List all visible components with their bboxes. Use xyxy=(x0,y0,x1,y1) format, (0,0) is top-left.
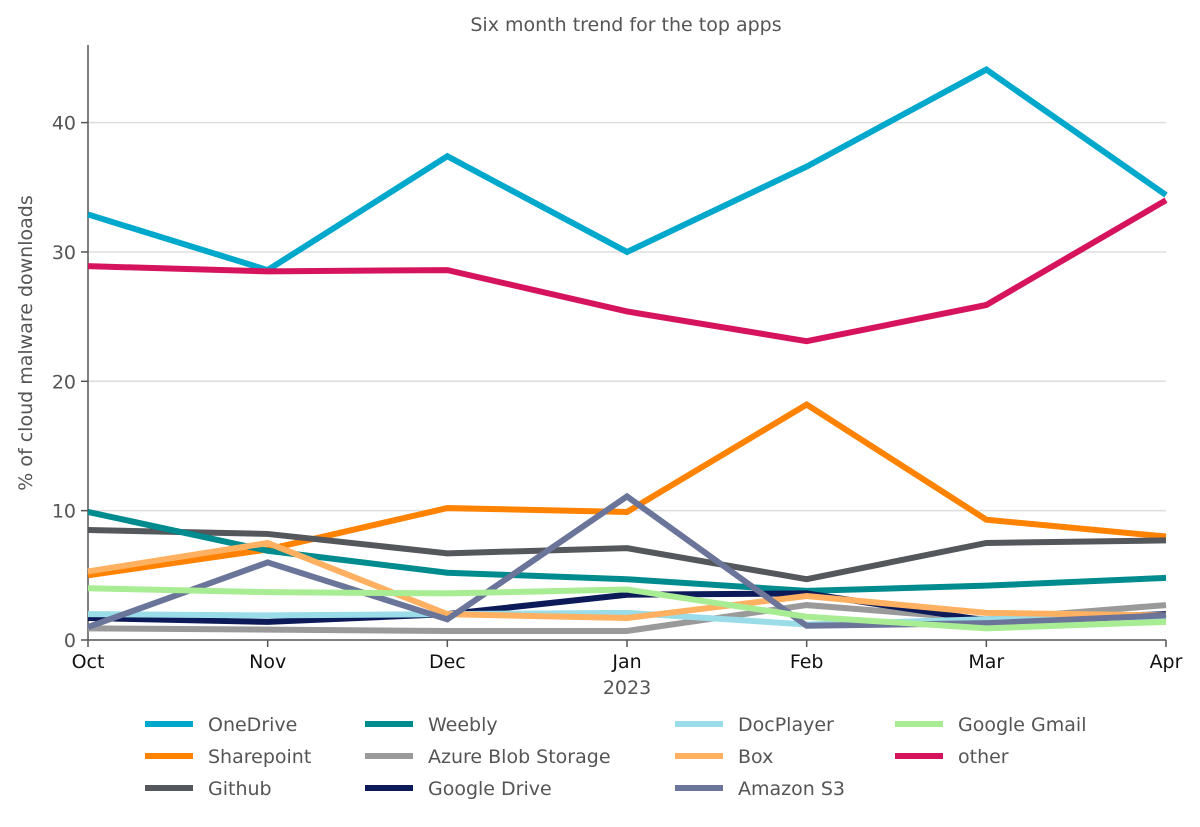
legend-label: DocPlayer xyxy=(738,714,834,736)
legend: OneDrive Sharepoint Github Weebly Azure Blob… xyxy=(145,714,1086,800)
x-tick-label: Jan xyxy=(611,651,641,673)
gridlines xyxy=(88,121,1166,512)
legend-label: Box xyxy=(738,746,773,768)
x-tick-label: Feb xyxy=(790,651,824,673)
x-tick-label: Mar xyxy=(968,651,1004,673)
legend-label: Google Drive xyxy=(428,778,552,800)
y-axis-label: % of cloud malware downloads xyxy=(15,195,37,490)
y-tick-label: 10 xyxy=(52,501,76,523)
legend-label: Amazon S3 xyxy=(738,778,845,800)
legend-item: Azure Blob Storage xyxy=(365,746,611,768)
legend-item: Google Gmail xyxy=(895,714,1086,736)
chart-title: Six month trend for the top apps xyxy=(470,14,781,36)
legend-item: OneDrive xyxy=(145,714,297,736)
legend-item: Sharepoint xyxy=(145,746,311,768)
x-tick-label: Apr xyxy=(1150,651,1183,673)
legend-item: Amazon S3 xyxy=(675,778,845,800)
series-line-onedrive xyxy=(87,66,1168,274)
legend-label: Google Gmail xyxy=(958,714,1086,736)
legend-item: DocPlayer xyxy=(675,714,834,736)
legend-label: Sharepoint xyxy=(208,746,311,768)
legend-item: Box xyxy=(675,746,773,768)
legend-label: Weebly xyxy=(428,714,498,736)
x-tick-label: Oct xyxy=(72,651,105,673)
series-line-weebly xyxy=(87,509,1167,594)
x-tick-label: Dec xyxy=(429,651,466,673)
series-line-other xyxy=(87,197,1168,345)
series-lines xyxy=(86,66,1168,634)
y-tick-label: 20 xyxy=(52,371,76,393)
y-tick-label: 30 xyxy=(52,242,76,264)
series-line-box xyxy=(87,539,1167,622)
axes: 0 10 20 30 40 Oct Nov Dec Jan Feb Mar Apr 2023 xyxy=(52,45,1183,699)
legend-label: Github xyxy=(208,778,272,800)
series-line-github xyxy=(87,527,1167,583)
legend-label: Azure Blob Storage xyxy=(428,746,611,768)
series-line-google-gmail xyxy=(87,585,1167,632)
y-tick-label: 40 xyxy=(52,113,76,135)
y-tick-label: 0 xyxy=(64,630,76,652)
series-line-docplayer xyxy=(87,609,1167,628)
legend-item: Weebly xyxy=(365,714,498,736)
legend-item: other xyxy=(895,746,1009,768)
legend-item: Github xyxy=(145,778,272,800)
x-tick-label: Nov xyxy=(249,651,286,673)
legend-label: OneDrive xyxy=(208,714,297,736)
legend-label: other xyxy=(958,746,1009,768)
legend-item: Google Drive xyxy=(365,778,552,800)
x-tick-sublabel: 2023 xyxy=(603,677,651,699)
series-line-amazon-s3 xyxy=(86,492,1167,630)
